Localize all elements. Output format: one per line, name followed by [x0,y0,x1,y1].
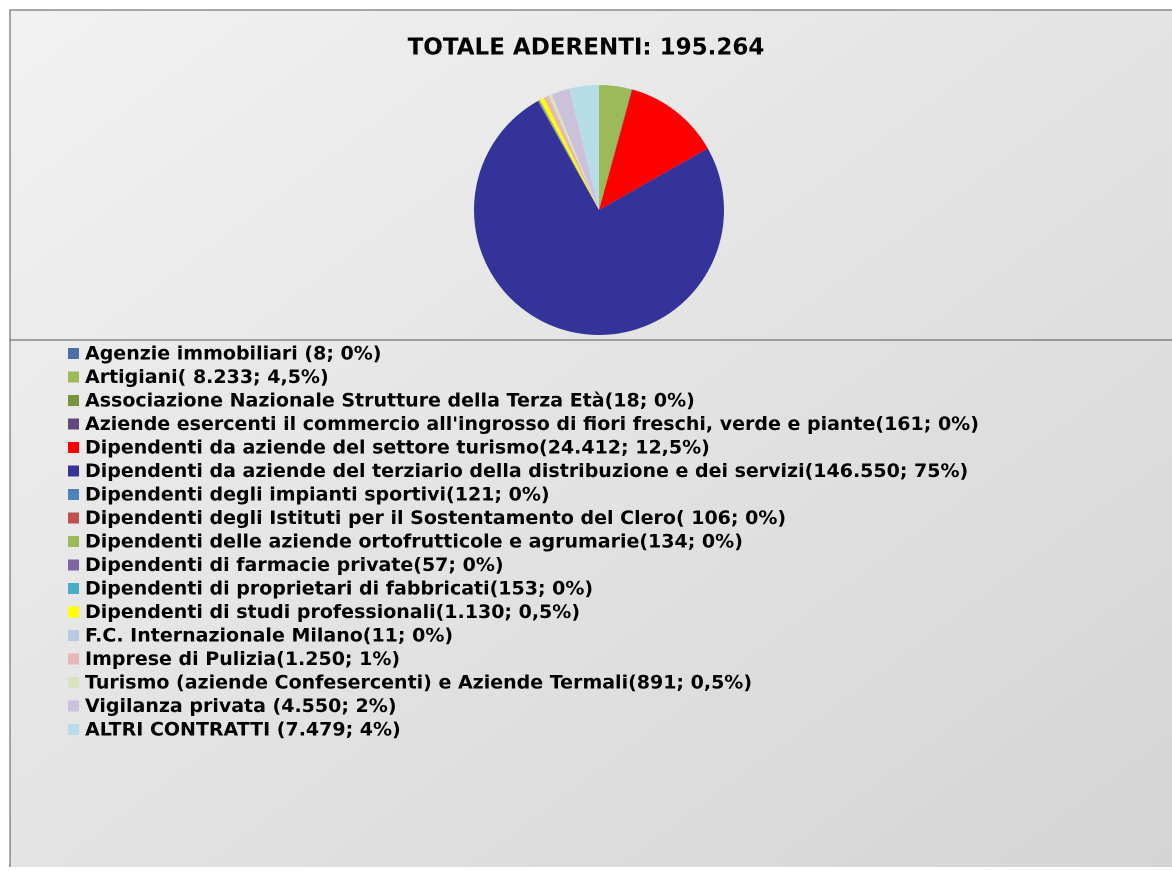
legend-swatch [68,536,79,547]
legend-swatch [68,372,79,383]
legend-swatch [68,630,79,641]
legend-swatch [68,560,79,571]
legend-label: Dipendenti degli Istituti per il Sostent… [85,507,786,529]
legend-label: Dipendenti di proprietari di fabbricati(… [85,578,593,600]
legend-swatch [68,348,79,359]
legend-label: Agenzie immobiliari (8; 0%) [85,343,381,365]
legend-label: Dipendenti di studi professionali(1.130;… [85,601,580,623]
legend-swatch [68,513,79,524]
legend-swatch [68,701,79,712]
legend-label: Vigilanza privata (4.550; 2%) [85,695,397,717]
legend-swatch [68,654,79,665]
legend-label: Associazione Nazionale Strutture della T… [85,390,695,412]
legend-swatch [68,419,79,430]
legend-label: Dipendenti da aziende del settore turism… [85,437,710,459]
chart-title: TOTALE ADERENTI: 195.264 [408,35,765,61]
legend-label: Dipendenti di farmacie private(57; 0%) [85,554,504,576]
legend-swatch [68,489,79,500]
legend-label: F.C. Internazionale Milano(11; 0%) [85,625,453,647]
legend-swatch [68,442,79,453]
legend-label: Dipendenti delle aziende ortofrutticole … [85,531,743,553]
legend-label: Imprese di Pulizia(1.250; 1%) [85,648,400,670]
legend-swatch [68,607,79,618]
legend-label: Dipendenti da aziende del terziario dell… [85,460,968,482]
legend-swatch [68,395,79,406]
legend-label: Dipendenti degli impianti sportivi(121; … [85,484,550,506]
legend-swatch [68,466,79,477]
legend-label: Artigiani( 8.233; 4,5%) [85,366,329,388]
legend-label: ALTRI CONTRATTI (7.479; 4%) [85,719,401,741]
legend-label: Aziende esercenti il commercio all'ingro… [85,413,979,435]
legend-swatch [68,677,79,688]
legend-swatch [68,724,79,735]
legend-swatch [68,583,79,594]
legend-label: Turismo (aziende Confesercenti) e Aziend… [85,672,752,694]
